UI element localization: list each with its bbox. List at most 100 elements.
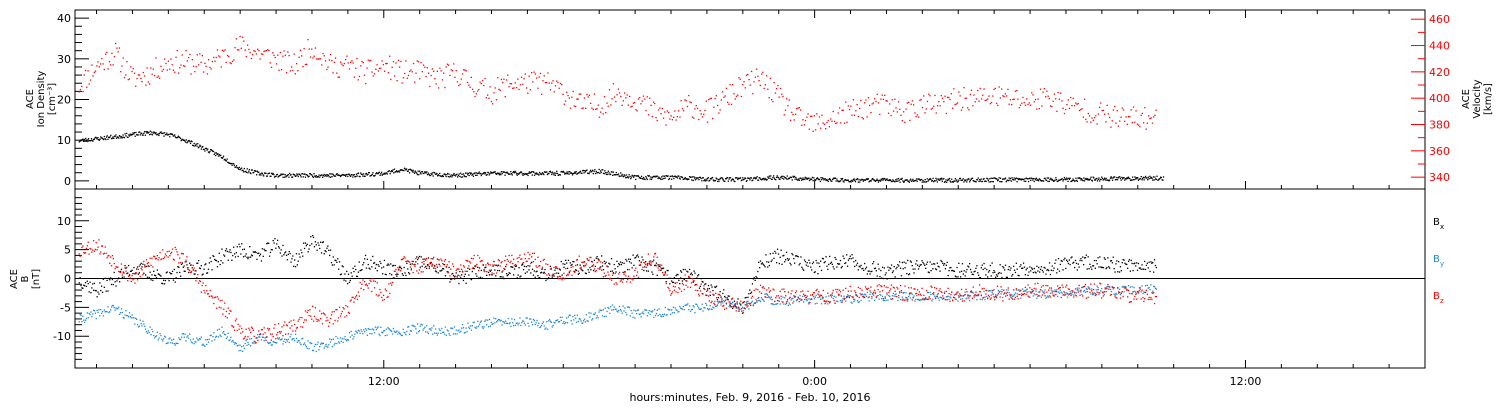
density-point bbox=[434, 173, 437, 175]
velocity-point bbox=[803, 124, 805, 126]
bx-point bbox=[654, 264, 656, 267]
by-point bbox=[767, 296, 769, 299]
density-point bbox=[1010, 180, 1012, 182]
bx-point bbox=[935, 268, 938, 271]
velocity-point bbox=[1001, 88, 1003, 90]
density-point bbox=[658, 176, 660, 178]
bx-point bbox=[110, 277, 112, 279]
by-point bbox=[619, 308, 622, 311]
velocity-point bbox=[598, 116, 601, 118]
by-point bbox=[298, 340, 300, 342]
density-point bbox=[1086, 178, 1089, 180]
density-point bbox=[918, 178, 920, 180]
density-point bbox=[366, 174, 368, 176]
by-point bbox=[990, 294, 992, 296]
velocity-point bbox=[601, 107, 603, 109]
density-point bbox=[305, 174, 307, 176]
bx-point bbox=[657, 264, 659, 266]
bx-point bbox=[801, 266, 803, 268]
bx-point bbox=[291, 258, 293, 260]
density-point bbox=[846, 179, 849, 181]
velocity-point bbox=[307, 39, 309, 41]
density-point bbox=[225, 159, 227, 162]
bx-point bbox=[1015, 262, 1017, 264]
bx-point bbox=[773, 257, 775, 259]
bx-point bbox=[186, 264, 188, 266]
density-point bbox=[175, 137, 177, 139]
bx-point bbox=[680, 270, 682, 272]
velocity-point bbox=[424, 66, 426, 68]
density-point bbox=[772, 176, 774, 179]
density-point bbox=[255, 170, 257, 172]
density-point bbox=[391, 170, 393, 173]
bx-point bbox=[811, 269, 813, 271]
by-point bbox=[588, 312, 590, 314]
density-point bbox=[899, 181, 901, 183]
by-point bbox=[480, 320, 482, 322]
bx-point bbox=[960, 270, 963, 272]
density-point bbox=[597, 171, 599, 174]
density-point bbox=[429, 174, 431, 176]
velocity-point bbox=[804, 119, 807, 122]
density-point bbox=[768, 175, 770, 177]
velocity-point bbox=[979, 87, 981, 90]
bx-point bbox=[1144, 260, 1146, 263]
velocity-point bbox=[587, 96, 589, 98]
field-tick-label: 0 bbox=[64, 273, 71, 286]
density-point bbox=[482, 172, 485, 174]
by-point bbox=[233, 341, 235, 343]
density-point bbox=[103, 135, 105, 138]
bx-point bbox=[866, 273, 868, 275]
velocity-point bbox=[629, 95, 631, 98]
by-point bbox=[264, 337, 266, 339]
bx-point bbox=[478, 277, 480, 279]
density-point bbox=[635, 175, 638, 177]
density-point bbox=[1033, 180, 1035, 183]
density-point bbox=[868, 181, 870, 183]
by-point bbox=[461, 323, 464, 326]
bx-point bbox=[651, 271, 653, 273]
by-point bbox=[303, 343, 305, 346]
density-point bbox=[727, 180, 729, 182]
bx-point bbox=[168, 280, 170, 282]
bx-point bbox=[403, 266, 405, 269]
density-point bbox=[198, 146, 200, 148]
velocity-point bbox=[753, 81, 755, 83]
bx-point bbox=[331, 264, 333, 266]
bx-point bbox=[983, 262, 985, 265]
bx-point bbox=[1053, 267, 1055, 269]
velocity-point bbox=[253, 50, 255, 52]
by-point bbox=[813, 298, 815, 300]
bx-point bbox=[536, 270, 538, 272]
by-point bbox=[821, 298, 824, 300]
density-point bbox=[215, 154, 217, 157]
velocity-point bbox=[318, 58, 320, 60]
density-point bbox=[878, 180, 880, 182]
velocity-point bbox=[488, 97, 490, 99]
density-point bbox=[533, 171, 535, 173]
velocity-point bbox=[1034, 98, 1037, 101]
bx-point bbox=[1014, 271, 1017, 274]
density-point bbox=[707, 177, 709, 179]
velocity-point bbox=[798, 107, 800, 109]
bx-point bbox=[1063, 259, 1065, 261]
density-point bbox=[483, 171, 485, 174]
density-point bbox=[986, 177, 988, 179]
density-point bbox=[911, 180, 913, 182]
density-point bbox=[270, 175, 272, 177]
bx-point bbox=[822, 258, 824, 260]
by-point bbox=[908, 294, 911, 296]
bx-point bbox=[501, 271, 503, 273]
velocity-point bbox=[534, 73, 537, 75]
density-point bbox=[138, 131, 140, 134]
velocity-point bbox=[1009, 99, 1012, 101]
density-point bbox=[743, 178, 745, 180]
density-point bbox=[413, 171, 415, 173]
bx-point bbox=[270, 249, 272, 251]
density-point bbox=[540, 173, 542, 175]
velocity-point bbox=[918, 116, 920, 118]
bx-point bbox=[1139, 267, 1141, 269]
bx-point bbox=[671, 280, 673, 282]
bx-point bbox=[391, 274, 393, 276]
